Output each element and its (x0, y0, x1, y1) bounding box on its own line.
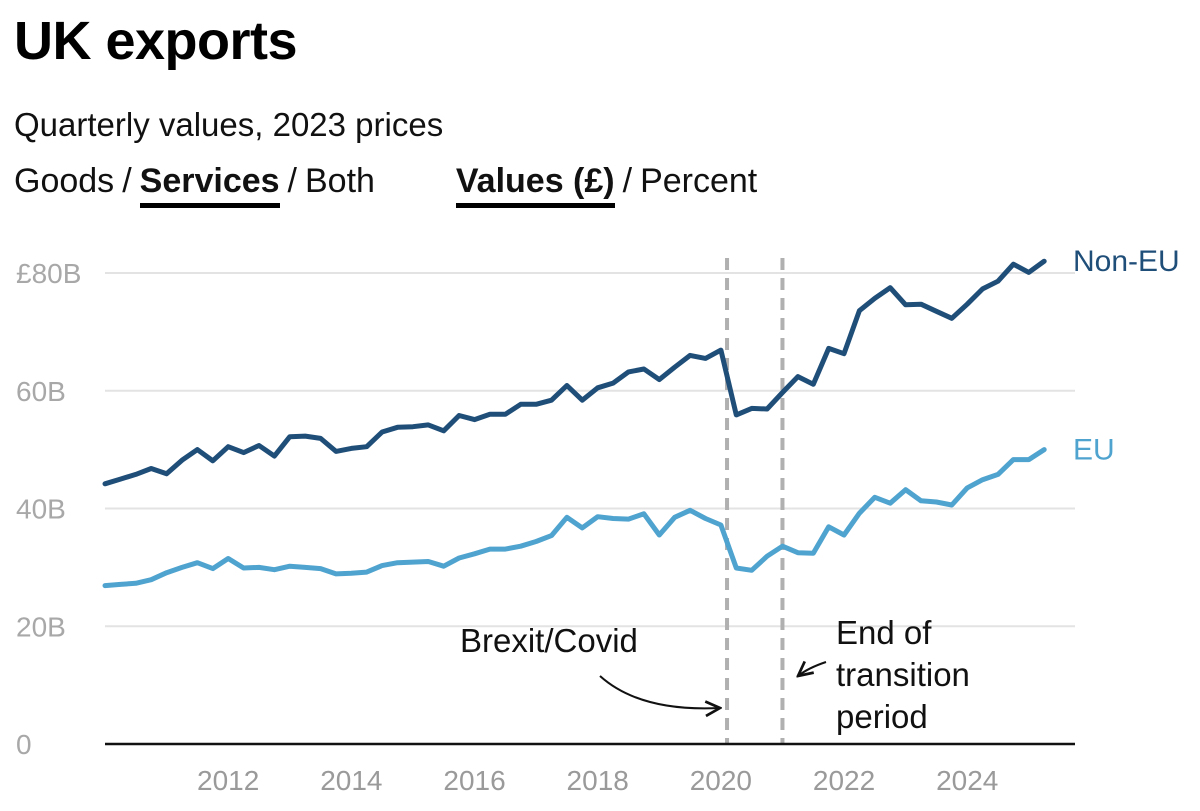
toggle-bar: Goods / Services / Both Values (£) / Percent (14, 162, 757, 208)
x-tick-label: 2024 (936, 765, 998, 796)
chart-subtitle: Quarterly values, 2023 prices (14, 106, 444, 143)
y-tick-label: 60B (16, 376, 66, 407)
x-tick-label: 2020 (690, 765, 752, 796)
y-tick-label: 0 (16, 729, 32, 760)
x-tick-label: 2022 (813, 765, 875, 796)
toggle-separator: / (122, 162, 132, 200)
x-tick-label: 2014 (320, 765, 382, 796)
toggle-percent[interactable]: Percent (640, 162, 758, 200)
annotation-brexit-covid: Brexit/Covid (460, 622, 638, 659)
series-label-non-eu: Non-EU (1073, 245, 1180, 278)
category-toggle-group: Goods / Services / Both (14, 162, 375, 208)
measure-toggle-group: Values (£) / Percent (455, 162, 758, 208)
annotation-line-1: End of (836, 614, 932, 651)
toggle-goods[interactable]: Goods (14, 162, 115, 200)
x-tick-label: 2018 (567, 765, 629, 796)
series-line-non-eu (102, 258, 1047, 487)
toggle-values[interactable]: Values (£) (455, 162, 615, 208)
toggle-separator: / (622, 162, 633, 200)
series-line-eu (102, 447, 1047, 589)
y-tick-label: 40B (16, 494, 66, 525)
annotation-arrow-brexit (599, 675, 720, 708)
annotation-line-3: period (836, 698, 928, 735)
y-tick-label: £80B (16, 258, 81, 289)
toggle-both[interactable]: Both (305, 162, 375, 200)
page-title: UK exports (14, 11, 298, 71)
x-tick-label: 2012 (197, 765, 259, 796)
annotation-arrow-transition (798, 662, 827, 676)
toggle-separator: / (287, 162, 297, 200)
x-tick-label: 2016 (443, 765, 505, 796)
series-label-eu: EU (1073, 434, 1115, 467)
annotation-line-2: transition (836, 656, 970, 693)
y-tick-label: 20B (16, 611, 66, 642)
toggle-services[interactable]: Services (139, 162, 280, 208)
annotation-end-of-transition: End of transition period (836, 614, 979, 735)
